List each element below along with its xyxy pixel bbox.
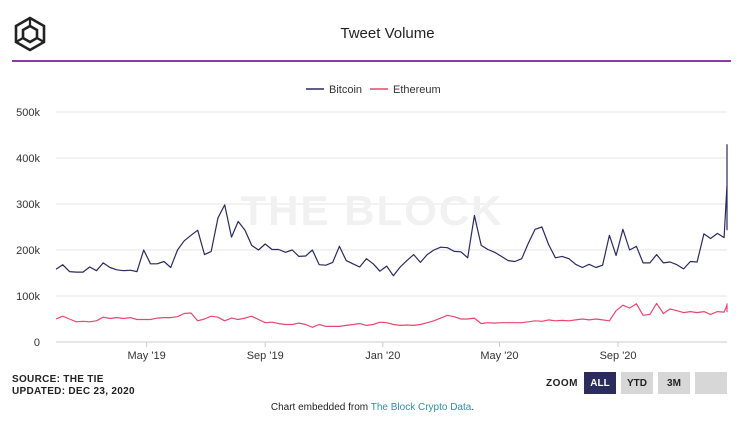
bitcoin-series-line xyxy=(55,144,728,277)
y-tick-label: 500k xyxy=(16,107,40,119)
y-tick-label: 100k xyxy=(16,291,40,303)
chart-title: Tweet Volume xyxy=(340,25,435,42)
y-tick-label: 400k xyxy=(16,153,40,165)
the-block-logo-icon xyxy=(14,16,46,52)
y-tick-label: 0 xyxy=(34,337,40,349)
axes: 0 100k 200k 300k 400k 500k May '19 Sep '19 Jan '… xyxy=(16,107,727,362)
zoom-all-button[interactable]: ALL xyxy=(584,372,616,394)
tweet-volume-chart: THE BLOCK 0 100k 200k 300k 400k 500k May '19 Se… xyxy=(16,84,728,362)
ethereum-series-line xyxy=(55,302,728,328)
legend: Bitcoin Ethereum xyxy=(306,84,441,96)
grid-lines xyxy=(56,111,727,297)
footer-prefix: Chart embedded from xyxy=(270,402,371,413)
y-tick-label: 300k xyxy=(16,199,40,211)
zoom-label: ZOOM xyxy=(546,377,578,389)
x-tick-label: Sep '20 xyxy=(600,350,637,362)
zoom-ytd-button[interactable]: YTD xyxy=(621,372,653,394)
updated-line: UPDATED: DEC 23, 2020 xyxy=(12,386,135,397)
watermark-text: THE BLOCK xyxy=(241,187,504,234)
x-tick-label: Jan '20 xyxy=(365,350,400,362)
zoom-controls: ZOOM ALL YTD 3M xyxy=(546,372,732,394)
zoom-3m-button[interactable]: 3M xyxy=(658,372,690,394)
footer-suffix: . xyxy=(471,402,475,413)
x-tick-label: Sep '19 xyxy=(247,350,284,362)
y-tick-label: 200k xyxy=(16,245,40,257)
zoom-extra-button[interactable] xyxy=(695,372,727,394)
block-crypto-data-link[interactable]: The Block Crypto Data xyxy=(370,402,472,413)
source-line: SOURCE: THE TIE xyxy=(12,374,104,385)
x-tick-label: May '20 xyxy=(480,350,518,362)
ethereum-legend-label: Ethereum xyxy=(393,84,441,96)
source-info: SOURCE: THE TIE UPDATED: DEC 23, 2020 xyxy=(12,374,135,398)
embed-footer: Chart embedded from The Block Crypto Dat… xyxy=(0,402,745,413)
x-tick-label: May '19 xyxy=(128,350,166,362)
bitcoin-legend-label: Bitcoin xyxy=(329,84,362,96)
series-lines xyxy=(55,144,728,328)
title-divider xyxy=(12,60,731,62)
